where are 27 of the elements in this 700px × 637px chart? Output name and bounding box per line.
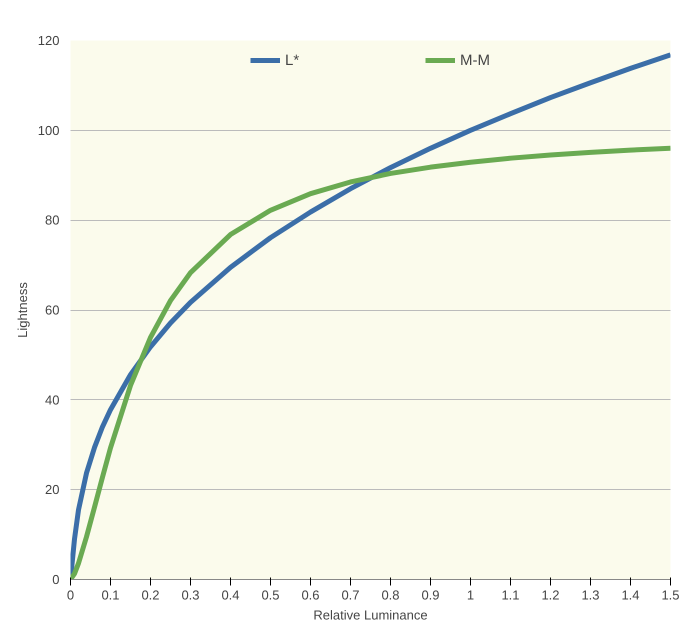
y-tick-label: 40 (45, 392, 60, 408)
x-tick-label: 0.3 (181, 588, 200, 602)
x-tick-label: 1.1 (501, 588, 520, 602)
y-tick-label: 60 (45, 302, 60, 318)
x-tick-label: 0.2 (141, 588, 160, 602)
x-tick-label: 1.5 (661, 588, 680, 602)
y-tick-label: 120 (38, 33, 60, 48)
legend-label: L* (285, 52, 300, 68)
y-axis-title: Lightness (14, 282, 30, 338)
x-tick-label: 0 (66, 588, 74, 602)
x-tick-label: 0.1 (101, 588, 120, 602)
legend-label: M-M (460, 52, 490, 68)
x-tick-label: 0.7 (341, 588, 360, 602)
y-tick-label: 100 (38, 122, 60, 138)
y-tick-label: 80 (45, 212, 60, 228)
x-axis-title: Relative Luminance (313, 608, 428, 622)
x-tick-label: 1.3 (581, 588, 600, 602)
x-tick-label: 1 (466, 588, 474, 602)
x-tick-label: 1.4 (621, 588, 640, 602)
x-tick-label: 0.6 (301, 588, 320, 602)
x-tick-label: 0.9 (421, 588, 440, 602)
x-tick-label: 0.8 (381, 588, 400, 602)
y-tick-label: 20 (45, 482, 60, 498)
x-tick-label: 0.5 (261, 588, 280, 602)
x-tick-label: 0.4 (221, 588, 240, 602)
y-tick-label: 0 (52, 572, 60, 587)
x-tick-label: 1.2 (541, 588, 560, 602)
